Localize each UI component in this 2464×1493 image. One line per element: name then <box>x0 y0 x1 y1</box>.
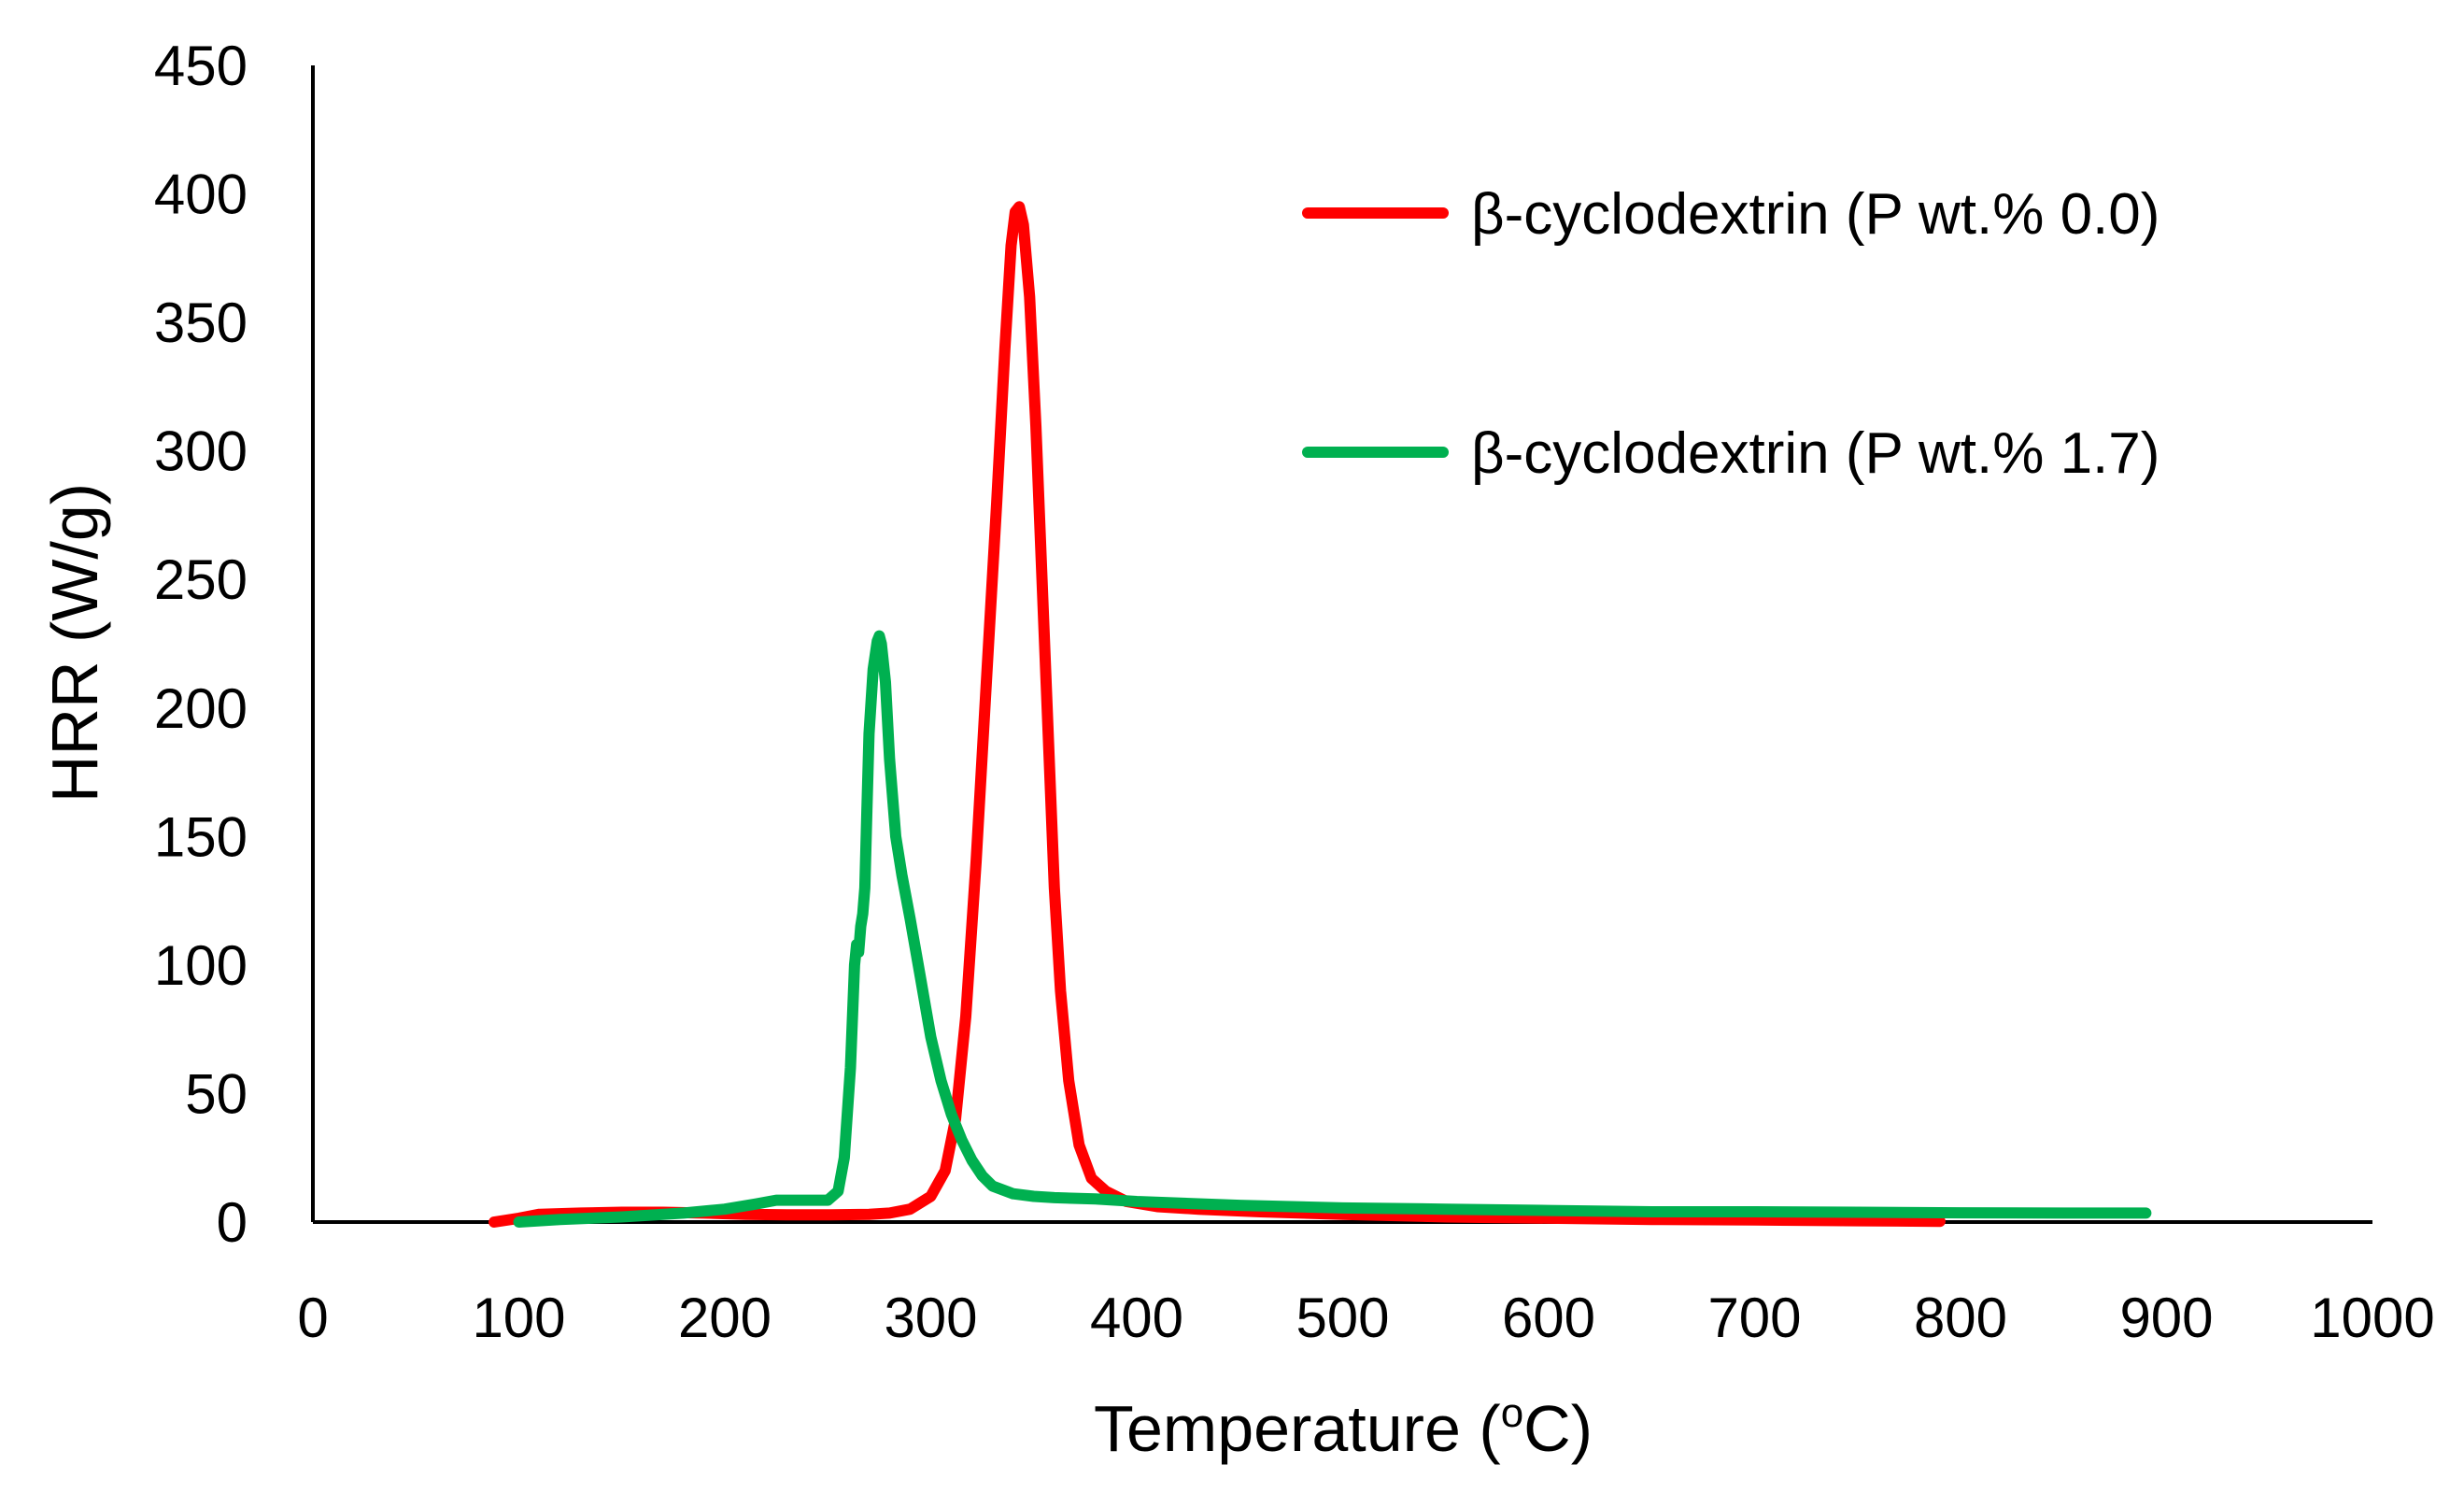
y-tick-label: 400 <box>154 164 248 226</box>
legend-label-1: β-cyclodextrin (P wt.% 0.0) <box>1471 182 2160 247</box>
x-tick-label: 0 <box>297 1287 328 1349</box>
y-tick-label: 250 <box>154 548 248 611</box>
x-axis-title-close-paren: ) <box>1571 1392 1593 1465</box>
x-tick-label: 600 <box>1502 1287 1595 1349</box>
y-tick-label: 0 <box>217 1191 248 1254</box>
y-axis-title: HRR (W/g) <box>38 483 111 803</box>
x-tick-label: 200 <box>678 1287 772 1349</box>
x-tick-label: 800 <box>1914 1287 2007 1349</box>
y-tick-label: 100 <box>154 934 248 997</box>
x-axis-title-label: Temperature <box>1094 1392 1461 1465</box>
series-line-1 <box>489 201 1946 1228</box>
x-axis-title-superscript: o <box>1501 1390 1523 1436</box>
y-tick-label: 200 <box>154 677 248 740</box>
x-tick-label: 500 <box>1296 1287 1389 1349</box>
series-line-2 <box>513 630 2152 1228</box>
x-axis-title-unit: C <box>1523 1392 1571 1465</box>
x-axis-title: Temperature (oC) <box>1094 1390 1593 1465</box>
y-tick-label: 300 <box>154 420 248 483</box>
y-tick-label: 150 <box>154 805 248 868</box>
x-tick-label: 400 <box>1090 1287 1183 1349</box>
x-axis-title-open-paren: ( <box>1461 1392 1501 1465</box>
tick-labels: 0 50 100 150 200 250 300 350 400 450 0 100 200 300 400… <box>154 35 2435 1349</box>
x-tick-label: 300 <box>884 1287 977 1349</box>
legend-label-2: β-cyclodextrin (P wt.% 1.7) <box>1471 421 2160 486</box>
y-tick-label: 50 <box>185 1062 248 1125</box>
y-tick-label: 350 <box>154 291 248 354</box>
y-tick-label: 450 <box>154 35 248 97</box>
x-tick-label: 700 <box>1707 1287 1801 1349</box>
x-tick-label: 900 <box>2119 1287 2213 1349</box>
legend: β-cyclodextrin (P wt.% 0.0) β-cyclodextri… <box>1302 182 2160 486</box>
x-tick-label: 100 <box>472 1287 565 1349</box>
x-tick-label: 1000 <box>2310 1287 2434 1349</box>
axes <box>311 65 2372 1224</box>
series-lines <box>489 201 2152 1228</box>
